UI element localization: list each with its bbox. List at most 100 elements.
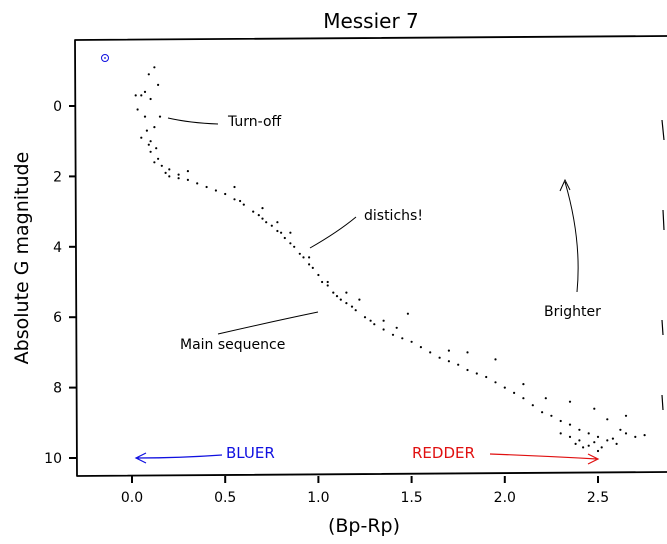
data-point xyxy=(568,400,572,403)
data-point xyxy=(559,432,562,435)
data-point xyxy=(321,280,324,284)
data-point xyxy=(568,423,572,426)
data-point xyxy=(261,207,264,210)
data-point xyxy=(302,256,305,259)
data-point xyxy=(503,386,506,389)
data-point xyxy=(606,439,609,442)
data-point xyxy=(153,161,156,164)
x-tick-label: 2.5 xyxy=(587,490,609,506)
y-tick-label: 6 xyxy=(53,310,62,326)
data-point xyxy=(350,305,354,308)
data-point xyxy=(593,441,596,444)
data-point xyxy=(257,214,260,217)
data-point xyxy=(339,298,342,301)
data-point xyxy=(147,143,150,146)
y-tick-label: 8 xyxy=(53,381,62,397)
chart-title: Messier 7 xyxy=(323,9,419,33)
data-point xyxy=(308,263,311,266)
data-point xyxy=(149,150,152,153)
x-tick-label: 1.0 xyxy=(307,490,329,506)
data-point xyxy=(147,73,150,76)
bluer-arrow xyxy=(134,452,223,464)
data-point xyxy=(419,346,422,349)
data-point xyxy=(145,129,148,132)
data-point xyxy=(544,397,547,400)
data-point xyxy=(177,177,180,180)
data-point xyxy=(438,356,441,359)
data-point xyxy=(606,418,609,421)
data-point xyxy=(578,439,581,442)
data-point xyxy=(136,108,139,111)
annotation-distichs: distichs! xyxy=(364,208,423,224)
brighter-arrow xyxy=(559,178,579,293)
distichs-pointer xyxy=(309,216,357,249)
data-point xyxy=(261,217,264,220)
data-point xyxy=(308,256,311,259)
data-point xyxy=(485,375,488,379)
plot-frame-right-edge xyxy=(661,119,665,411)
data-point xyxy=(233,198,236,201)
data-point xyxy=(466,368,469,372)
data-point xyxy=(587,432,590,435)
data-point xyxy=(596,449,600,453)
data-point xyxy=(391,333,395,336)
data-point xyxy=(494,358,497,361)
x-tick-label: 0.5 xyxy=(214,490,236,506)
data-point xyxy=(153,126,156,129)
data-point xyxy=(401,337,404,340)
x-axis-label: (Bp-Rp) xyxy=(328,515,400,537)
data-point xyxy=(475,372,478,375)
data-point xyxy=(578,428,581,431)
data-point xyxy=(224,192,227,196)
data-point xyxy=(582,446,585,449)
y-tick-label: 4 xyxy=(53,240,62,256)
y-tick-label: 0 xyxy=(53,99,62,115)
data-point xyxy=(326,284,329,287)
data-point xyxy=(369,319,372,322)
data-point xyxy=(205,185,208,189)
data-point xyxy=(332,291,335,294)
data-point xyxy=(242,203,245,206)
data-point xyxy=(382,328,385,331)
sun-marker-circle xyxy=(101,54,109,62)
annotation-redder: REDDER xyxy=(412,444,475,462)
data-point xyxy=(494,381,497,384)
x-tick-label: 1.5 xyxy=(400,490,422,506)
data-point xyxy=(149,140,152,143)
data-point xyxy=(317,273,320,277)
data-point xyxy=(157,157,160,160)
data-point xyxy=(466,351,469,354)
data-point xyxy=(410,340,413,343)
data-point xyxy=(568,435,572,438)
data-point xyxy=(298,252,301,255)
data-point xyxy=(611,437,615,440)
data-point xyxy=(140,136,143,139)
x-tick-label: 2.0 xyxy=(494,490,516,506)
data-point xyxy=(186,170,189,173)
data-point xyxy=(559,419,562,423)
data-point xyxy=(239,199,242,203)
data-point xyxy=(550,414,553,417)
data-point xyxy=(395,326,398,329)
data-point xyxy=(358,298,361,301)
annotation-turnoff: Turn-off xyxy=(227,114,282,130)
data-point xyxy=(574,442,577,445)
data-point xyxy=(429,351,432,354)
data-point xyxy=(289,242,292,245)
data-point xyxy=(624,414,628,417)
y-tick-label: 10 xyxy=(44,451,62,467)
plot-frame xyxy=(74,35,667,477)
data-point xyxy=(447,360,450,363)
data-point xyxy=(143,90,147,93)
data-point xyxy=(624,432,628,435)
data-point xyxy=(283,236,286,240)
sun-marker xyxy=(101,54,109,62)
data-point xyxy=(345,302,348,305)
data-point xyxy=(363,316,367,319)
data-point xyxy=(134,94,137,97)
data-point xyxy=(140,94,143,97)
data-point xyxy=(522,397,525,400)
data-point xyxy=(143,115,147,118)
data-point xyxy=(158,115,162,118)
